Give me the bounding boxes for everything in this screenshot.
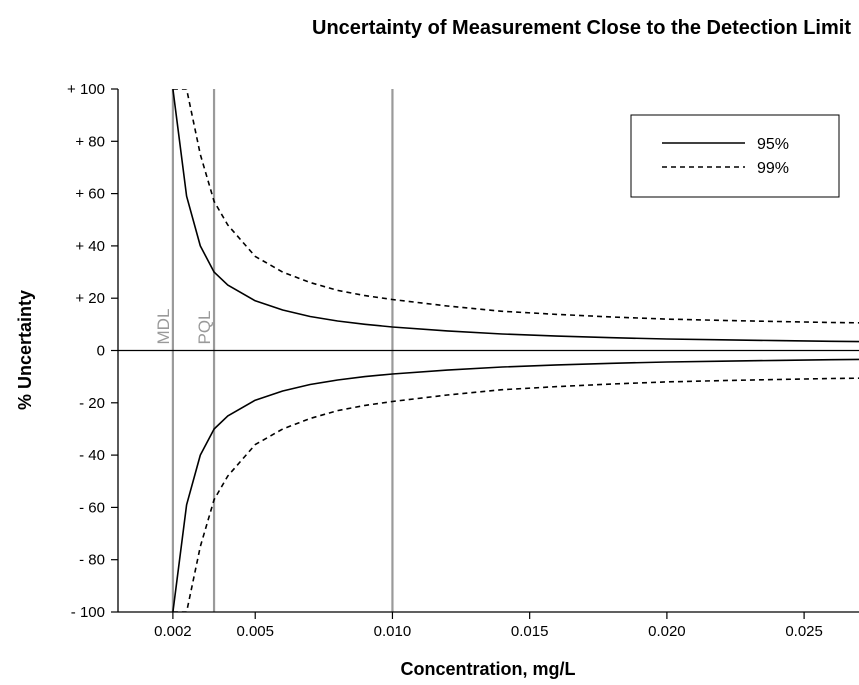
legend-label: 95% bbox=[757, 136, 789, 153]
y-tick-label: - 40 bbox=[79, 447, 105, 464]
y-tick-label: + 20 bbox=[75, 290, 105, 307]
chart-title: Uncertainty of Measurement Close to the … bbox=[312, 17, 851, 39]
y-axis-title: % Uncertainty bbox=[15, 290, 35, 410]
x-tick-label: 0.010 bbox=[374, 623, 412, 640]
y-tick-label: - 60 bbox=[79, 499, 105, 516]
y-tick-label: + 100 bbox=[67, 81, 105, 98]
y-tick-label: - 80 bbox=[79, 552, 105, 569]
y-tick-label: + 80 bbox=[75, 133, 105, 150]
x-tick-label: 0.005 bbox=[236, 623, 274, 640]
x-tick-label: 0.015 bbox=[511, 623, 549, 640]
y-tick-label: - 20 bbox=[79, 395, 105, 412]
y-tick-label: + 40 bbox=[75, 238, 105, 255]
series-95-pct-upper-line bbox=[172, 89, 859, 343]
x-tick-label: 0.002 bbox=[154, 623, 192, 640]
series-95-pct-lower-line bbox=[172, 358, 859, 612]
legend-box bbox=[630, 114, 840, 198]
y-tick-label: 0 bbox=[97, 343, 105, 360]
x-tick-label: 0.020 bbox=[648, 623, 686, 640]
y-tick-label: + 60 bbox=[75, 186, 105, 203]
reference-line-label: MDL bbox=[154, 309, 173, 345]
series-99-pct-lower-line bbox=[172, 377, 859, 612]
legend-label: 99% bbox=[757, 160, 789, 177]
y-tick-label: - 100 bbox=[71, 604, 105, 621]
x-axis-title: Concentration, mg/L bbox=[401, 659, 576, 679]
reference-line-label: PQL bbox=[195, 310, 214, 344]
x-tick-label: 0.025 bbox=[785, 623, 823, 640]
